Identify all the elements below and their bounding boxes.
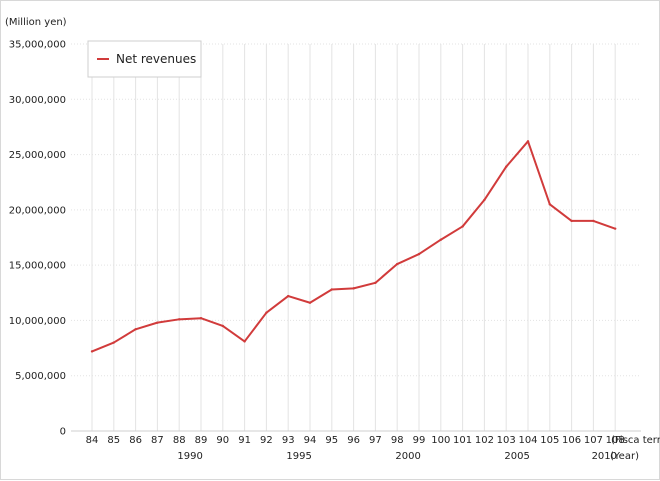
year-labels: 1990 1995 2000 2005 2010 <box>177 451 617 462</box>
data-point-88 <box>178 318 181 321</box>
x-tick-label: 104 <box>518 435 537 446</box>
x-tick-label: 92 <box>260 435 273 446</box>
x-tick-label: 96 <box>347 435 360 446</box>
data-point-90 <box>221 324 224 328</box>
data-point-98 <box>396 262 399 266</box>
x-tick-label: 103 <box>497 435 516 446</box>
data-point-94 <box>308 301 312 304</box>
legend-label-net-revenues: Net revenues <box>116 52 196 66</box>
data-point-87 <box>156 321 159 324</box>
data-point-85 <box>112 341 116 344</box>
data-point-105 <box>548 203 551 206</box>
year-axis-caption: (Year) <box>610 451 639 462</box>
x-tick-label: 97 <box>369 435 382 446</box>
x-axis-caption: (Fisca term) <box>611 435 660 446</box>
data-point-104 <box>526 140 530 143</box>
x-tick-label: 99 <box>413 435 426 446</box>
y-tick-label: 25,000,000 <box>9 150 66 161</box>
x-tick-label: 89 <box>195 435 208 446</box>
year-label: 2010 <box>592 451 617 462</box>
data-point-103 <box>505 165 508 168</box>
x-tick-label: 90 <box>216 435 229 446</box>
data-point-107 <box>592 219 595 223</box>
vertical-gridlines <box>91 44 616 431</box>
x-tick-label: 102 <box>475 435 494 446</box>
x-tick-label: 108 <box>606 435 625 446</box>
data-point-108 <box>614 227 617 230</box>
x-tick-label: 98 <box>391 435 404 446</box>
y-tick-label: 20,000,000 <box>9 205 66 216</box>
x-tick-label: 95 <box>325 435 338 446</box>
y-tick-label: 15,000,000 <box>9 261 66 272</box>
data-point-101 <box>461 225 464 228</box>
y-tick-label: 35,000,000 <box>9 40 66 51</box>
data-point-89 <box>199 317 203 320</box>
data-point-102 <box>483 198 486 202</box>
y-axis-tick-labels: 0 5,000,000 10,000,000 15,000,000 20,000,000… <box>9 40 66 438</box>
legend: Net revenues <box>87 40 202 78</box>
x-tick-label: 107 <box>584 435 603 446</box>
data-point-97 <box>374 281 377 285</box>
data-point-92 <box>265 311 268 314</box>
data-point-84 <box>90 350 94 353</box>
x-tick-label: 88 <box>173 435 186 446</box>
data-point-99 <box>417 252 421 256</box>
x-tick-label: 85 <box>107 435 120 446</box>
x-tick-label: 105 <box>540 435 559 446</box>
x-tick-label: 87 <box>151 435 164 446</box>
data-point-93 <box>287 294 290 298</box>
x-tick-label: 93 <box>282 435 295 446</box>
horizontal-gridlines <box>71 43 641 377</box>
x-tick-label: 101 <box>453 435 472 446</box>
year-label: 2000 <box>395 451 420 462</box>
x-tick-label: 84 <box>86 435 99 446</box>
y-axis-unit-label: (Million yen) <box>5 17 67 28</box>
y-tick-label: 5,000,000 <box>15 371 66 382</box>
x-tick-label: 94 <box>304 435 317 446</box>
y-tick-label: 30,000,000 <box>9 95 66 106</box>
data-points <box>90 140 617 353</box>
data-point-106 <box>570 219 573 223</box>
data-point-86 <box>134 328 137 331</box>
x-tick-label: 100 <box>431 435 450 446</box>
year-label: 1990 <box>177 451 202 462</box>
y-tick-label: 0 <box>60 427 66 438</box>
x-axis-tick-labels: 84 85 86 87 88 89 90 91 92 93 94 95 96 97 98 99 100 101 10… <box>86 435 625 446</box>
data-point-91 <box>243 340 246 343</box>
data-point-95 <box>330 288 333 291</box>
year-label: 1995 <box>286 451 311 462</box>
x-tick-label: 91 <box>238 435 251 446</box>
x-tick-label: 86 <box>129 435 142 446</box>
data-point-100 <box>439 238 442 241</box>
year-label: 2005 <box>504 451 529 462</box>
y-tick-label: 10,000,000 <box>9 316 66 327</box>
data-point-96 <box>352 287 355 290</box>
x-tick-label: 106 <box>562 435 581 446</box>
